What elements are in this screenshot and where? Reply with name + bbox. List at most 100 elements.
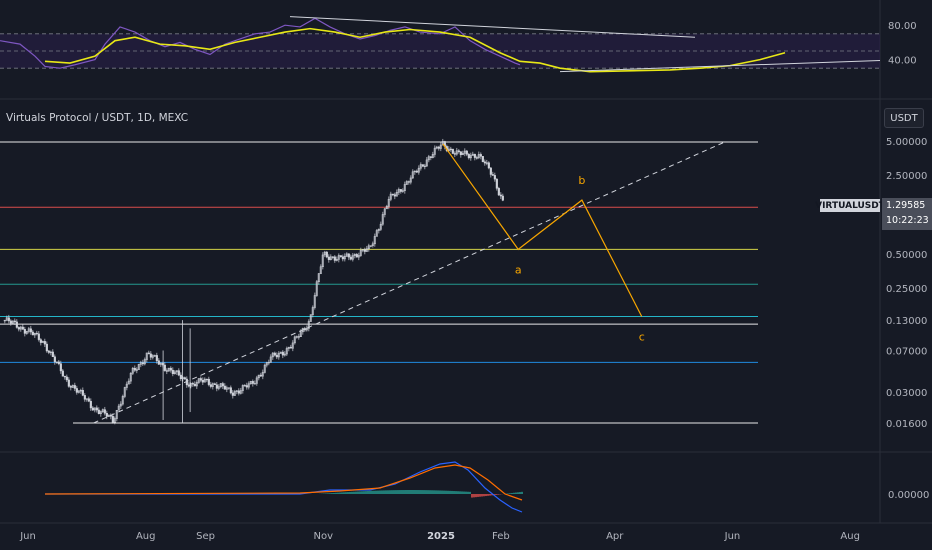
candle-body	[375, 230, 378, 237]
candle-body	[411, 171, 414, 179]
candle-body	[449, 148, 452, 151]
last-price: 1.29585	[886, 200, 926, 211]
currency-button[interactable]: USDT	[884, 108, 924, 128]
candle-body	[495, 178, 498, 189]
candle-body	[321, 254, 324, 268]
candle-body	[241, 385, 244, 391]
candle-body	[483, 161, 486, 164]
candle-body	[35, 332, 38, 335]
candle-body	[385, 206, 388, 210]
candle-body	[165, 370, 168, 372]
candle-body	[179, 374, 182, 380]
candle-body	[33, 332, 36, 336]
candle-body	[39, 339, 42, 343]
candle-body	[287, 346, 290, 349]
candle-body	[279, 351, 282, 354]
candle-body	[187, 384, 190, 387]
x-axis-label: Nov	[314, 531, 334, 542]
candle-body	[501, 195, 504, 201]
candle-body	[73, 385, 76, 389]
candle-body	[471, 153, 474, 156]
candle-body	[353, 254, 356, 256]
wave-label-c: c	[639, 331, 645, 344]
candle-body	[89, 400, 92, 409]
macd-tick-label: 0.00000	[888, 490, 929, 501]
x-axis-label: Jun	[19, 531, 36, 542]
symbol-title: Virtuals Protocol / USDT, 1D, MEXC	[6, 112, 189, 124]
candle-body	[201, 380, 204, 383]
candle-body	[281, 351, 284, 356]
candle-body	[477, 154, 480, 158]
price-tick-label: 2.50000	[886, 171, 927, 182]
candle-body	[159, 362, 162, 365]
candle-body	[147, 352, 150, 355]
candle-body	[173, 371, 176, 374]
candle-body	[283, 353, 286, 356]
candle-body	[315, 281, 318, 296]
candle-body	[309, 314, 312, 322]
candle-body	[381, 214, 384, 225]
candle-body	[207, 378, 210, 385]
candle-body	[111, 416, 114, 423]
price-tick-label: 0.01600	[886, 419, 927, 430]
x-axis-label: Aug	[136, 531, 156, 542]
candle-body	[135, 369, 138, 371]
candle-body	[359, 249, 362, 256]
candle-body	[349, 256, 352, 260]
candle-body	[227, 387, 230, 389]
candle-body	[217, 386, 220, 389]
candle-body	[105, 413, 108, 417]
candle-body	[393, 194, 396, 197]
candle-body	[167, 367, 170, 372]
candle-body	[383, 208, 386, 215]
candle-body	[163, 364, 166, 371]
candle-body	[273, 352, 276, 356]
candle-body	[53, 356, 56, 363]
candle-body	[425, 159, 428, 167]
wave-projection-line	[442, 143, 643, 317]
candle-body	[261, 372, 264, 377]
candle-body	[361, 249, 364, 251]
candle-body	[325, 251, 328, 258]
countdown-timer: 10:22:23	[886, 215, 929, 226]
candle-body	[215, 384, 218, 389]
candle-body	[493, 175, 496, 180]
candle-body	[125, 383, 128, 388]
candle-body	[469, 155, 472, 159]
candle-body	[311, 307, 314, 315]
candle-body	[339, 255, 342, 258]
candle-body	[45, 343, 48, 352]
candle-body	[409, 177, 412, 183]
candle-body	[235, 390, 238, 392]
candle-body	[371, 243, 374, 246]
rsi-tick-label: 80.00	[888, 21, 917, 32]
candle-body	[249, 381, 252, 385]
x-axis-label: Sep	[196, 531, 215, 542]
candle-body	[365, 248, 368, 252]
candle-body	[209, 384, 212, 387]
candle-body	[171, 369, 174, 374]
candle-body	[103, 409, 106, 414]
candle-body	[317, 273, 320, 282]
candle-body	[335, 259, 338, 261]
candle-body	[121, 396, 124, 405]
candle-body	[343, 255, 346, 260]
candle-body	[57, 361, 60, 364]
candle-body	[407, 181, 410, 183]
candle-body	[9, 320, 12, 324]
candle-body	[433, 147, 436, 155]
candle-body	[303, 328, 306, 331]
candle-body	[115, 410, 118, 419]
candle-body	[23, 329, 26, 334]
candle-body	[357, 255, 360, 258]
candle-body	[253, 383, 256, 385]
candle-body	[257, 374, 260, 379]
candle-body	[175, 370, 178, 373]
rsi-trendline	[289, 16, 696, 38]
candle-body	[341, 256, 344, 260]
candle-body	[447, 148, 450, 151]
candle-body	[437, 146, 440, 149]
candle-body	[417, 167, 420, 173]
candle-body	[31, 331, 34, 336]
